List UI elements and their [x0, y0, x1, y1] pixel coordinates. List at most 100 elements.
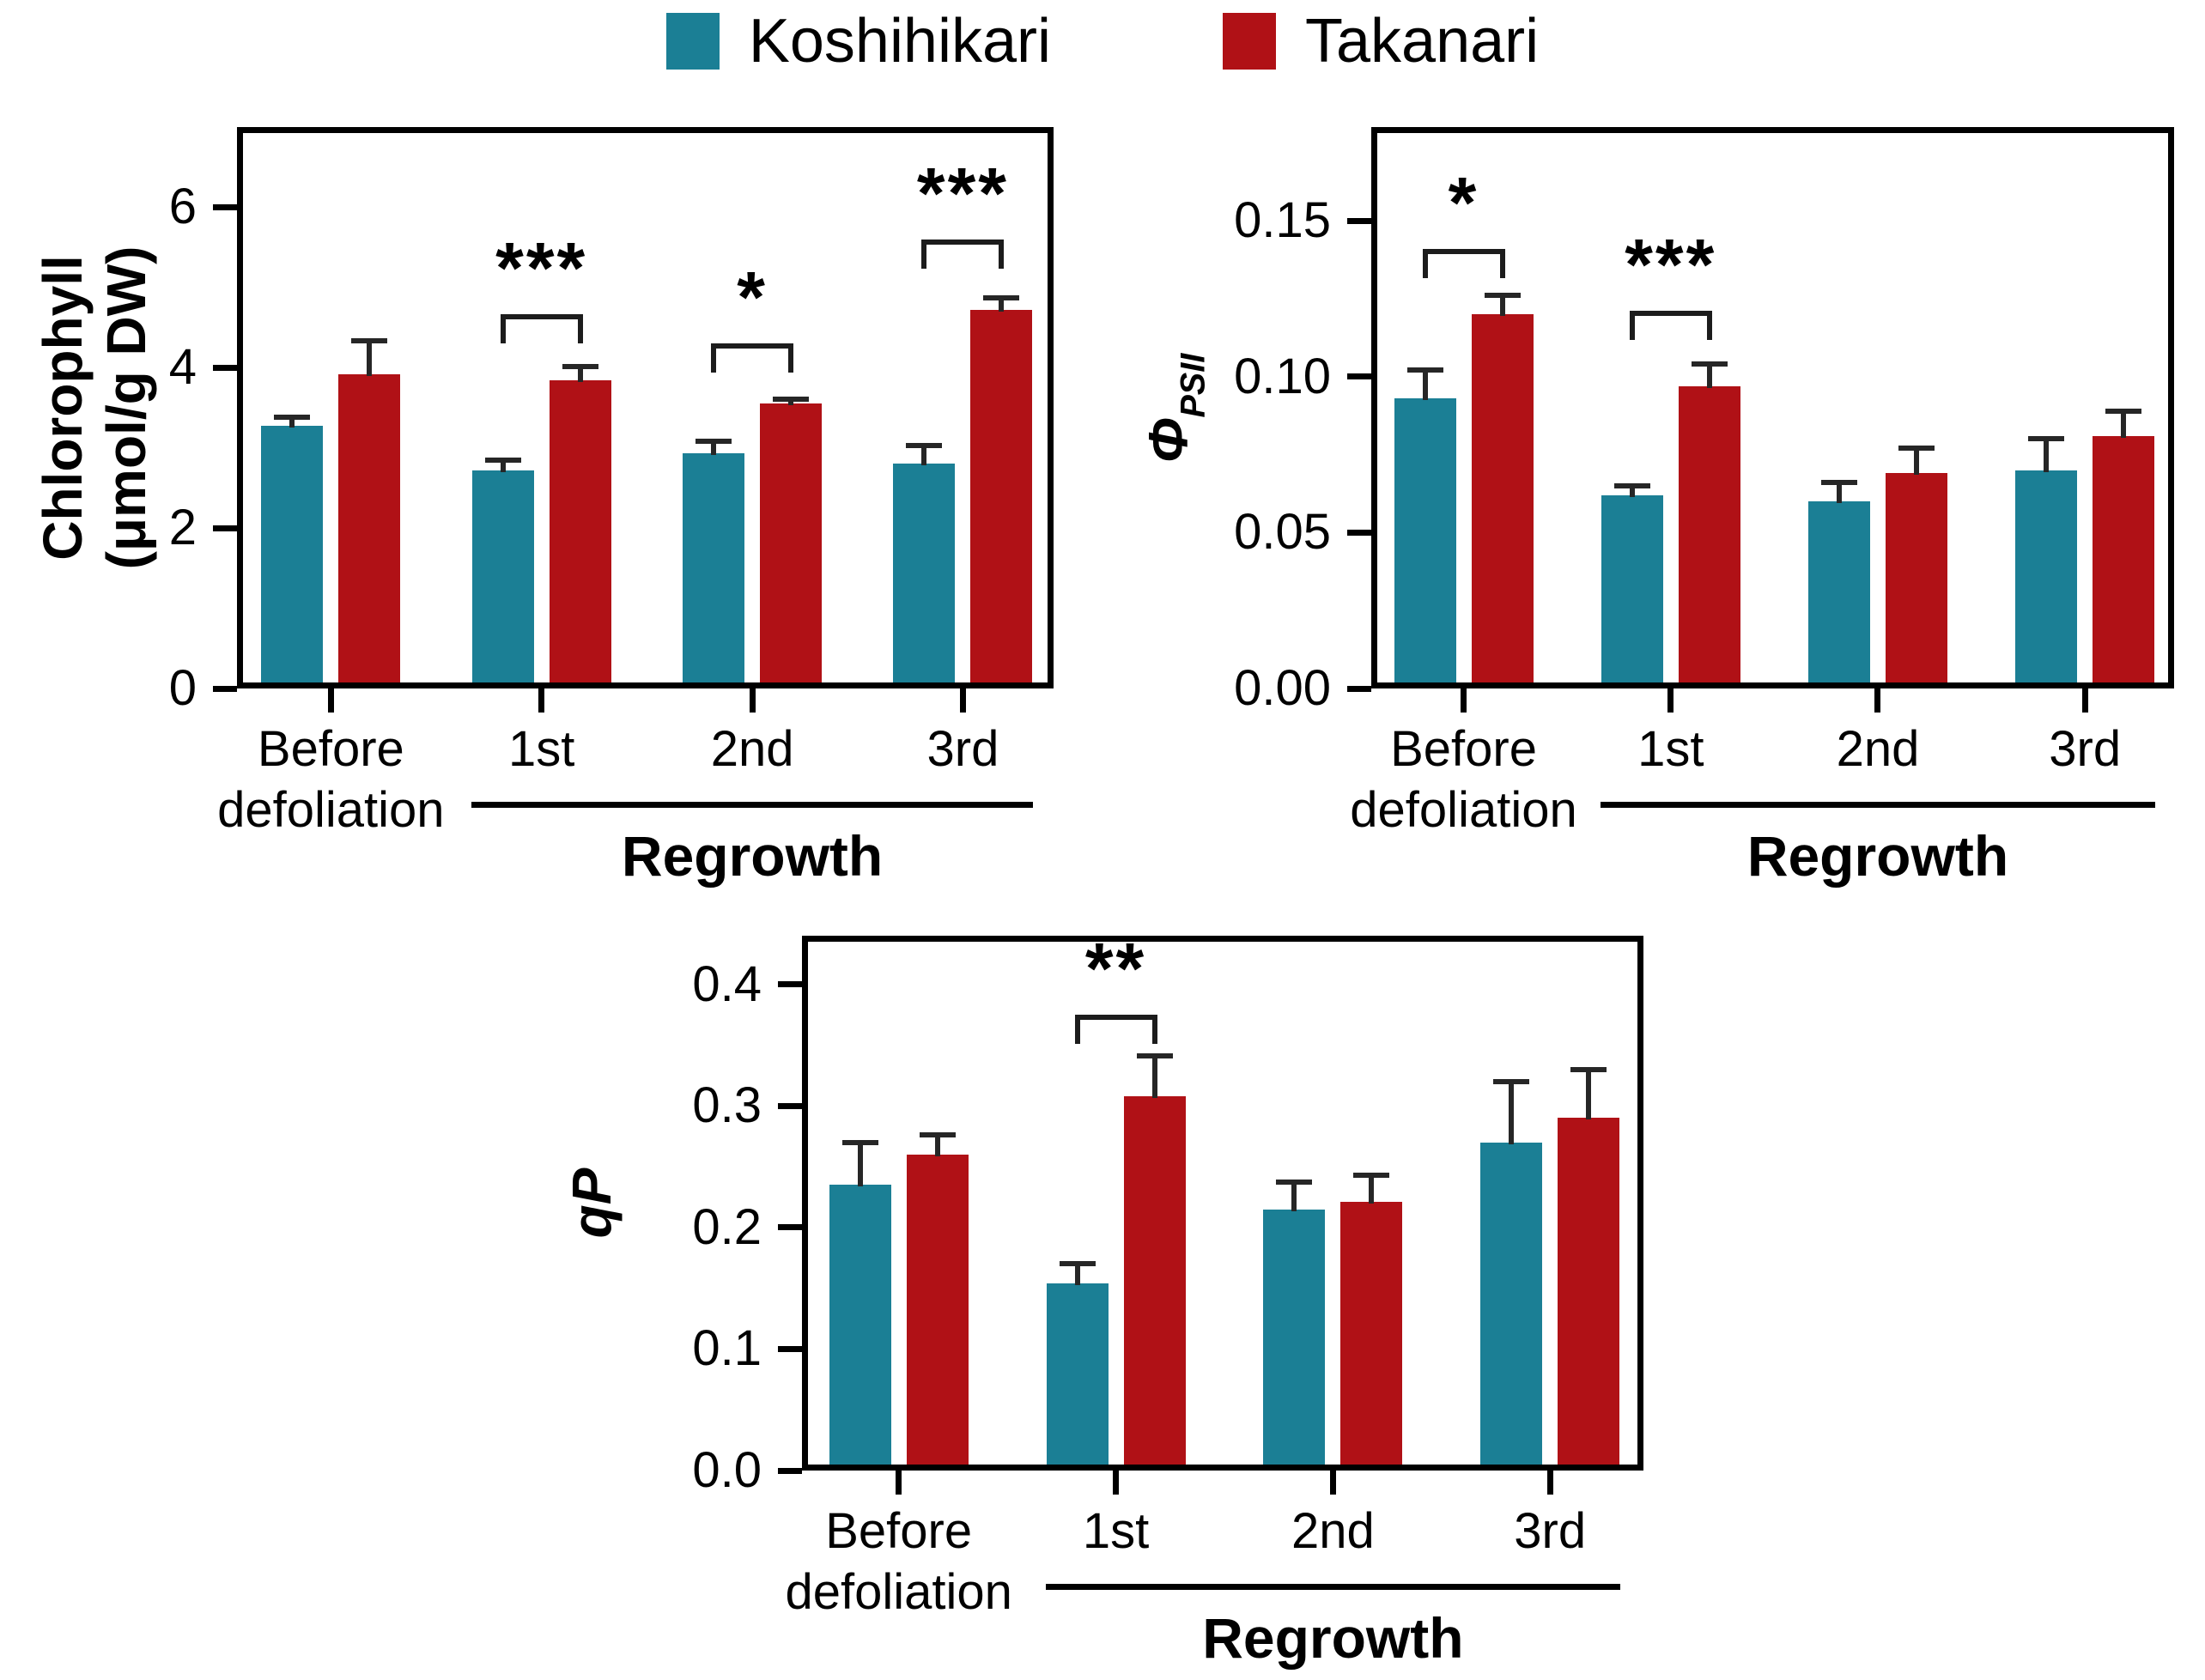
y-tick-label: 0.2	[692, 1198, 762, 1255]
x-category-label-before-defoliation: Before defoliation	[142, 719, 519, 841]
error-bar-whisker	[1586, 1069, 1592, 1120]
y-tick-mark	[1347, 217, 1371, 224]
x-category-label-1st: 1st	[1482, 719, 1860, 780]
bar-koshihikari-2	[1263, 1209, 1326, 1465]
error-bar-whisker	[1074, 1264, 1080, 1285]
error-bar-cap	[1570, 1066, 1607, 1072]
bar-koshihikari-1	[471, 470, 534, 682]
y-tick-mark	[778, 1102, 802, 1109]
error-bar-whisker	[1706, 364, 1712, 388]
y-tick-label: 4	[168, 339, 197, 396]
x-category-label-line: Before	[1390, 721, 1537, 777]
x-category-label-2nd: 2nd	[1144, 1501, 1522, 1562]
regrowth-label: Regrowth	[621, 824, 884, 888]
y-tick-label: 0.15	[1234, 192, 1331, 248]
y-tick-mark	[1347, 529, 1371, 536]
y-axis-title-line: qP	[560, 1168, 623, 1239]
error-bar-whisker	[1913, 448, 1919, 476]
y-tick-label: 0.4	[692, 955, 762, 1012]
significance-asterisks: ***	[916, 152, 1009, 234]
bar-takanari-1	[1678, 385, 1740, 682]
x-category-label-line: 1st	[1637, 721, 1704, 777]
regrowth-label: Regrowth	[1202, 1606, 1464, 1670]
bar-koshihikari-0	[261, 425, 324, 682]
bar-koshihikari-2	[1807, 501, 1870, 682]
x-category-label-before-defoliation: Before defoliation	[1275, 719, 1653, 841]
y-tick-mark	[778, 981, 802, 988]
koshihikari-color-swatch	[665, 13, 720, 70]
y-tick-mark	[778, 1467, 802, 1474]
error-bar-cap	[983, 295, 1020, 300]
error-bar-whisker	[1291, 1182, 1297, 1211]
bar-koshihikari-0	[829, 1185, 891, 1465]
error-bar-cap	[906, 442, 943, 448]
x-category-label-line: 2nd	[710, 721, 794, 777]
y-axis-title-chlorophyll: Chlorophyll (μmol/g DW)	[32, 127, 161, 688]
error-bar-cap	[562, 364, 598, 370]
y-tick-mark	[213, 203, 237, 210]
error-bar-whisker	[857, 1142, 863, 1187]
regrowth-label: Regrowth	[1746, 824, 2009, 888]
error-bar-whisker	[367, 340, 373, 376]
x-category-label-line: Before	[825, 1503, 973, 1559]
x-category-label-1st: 1st	[353, 719, 731, 780]
error-bar-whisker	[788, 398, 794, 406]
error-bar-cap	[1484, 293, 1521, 299]
x-category-label-3rd: 3rd	[1361, 1501, 1739, 1562]
error-bar-cap	[1613, 482, 1650, 488]
y-axis-title-qp: qP	[561, 936, 642, 1471]
takanari-color-swatch	[1223, 13, 1276, 70]
bar-koshihikari-3	[1480, 1142, 1543, 1465]
y-tick-mark	[1347, 373, 1371, 380]
error-bar-whisker	[1629, 485, 1635, 497]
x-category-label-line: defoliation	[1350, 781, 1577, 838]
error-bar-whisker	[999, 298, 1005, 312]
significance-asterisks: ***	[1625, 224, 1717, 306]
bar-takanari-0	[1471, 314, 1534, 682]
error-bar-cap	[841, 1139, 878, 1145]
y-tick-label: 6	[168, 179, 197, 235]
error-bar-cap	[351, 337, 388, 343]
bar-takanari-2	[1340, 1202, 1403, 1465]
koshihikari-legend-label: Koshihikari	[748, 7, 1051, 76]
significance-asterisks: ***	[495, 227, 588, 308]
error-bar-cap	[1493, 1078, 1530, 1084]
error-bar-cap	[1406, 367, 1443, 373]
y-tick-label: 0.10	[1234, 348, 1331, 404]
x-tick-mark	[1113, 1471, 1120, 1495]
bar-takanari-3	[2093, 435, 2155, 682]
plot-frame-qp	[802, 936, 1643, 1471]
x-tick-mark	[327, 688, 334, 713]
bar-koshihikari-3	[893, 464, 956, 682]
y-tick-mark	[213, 364, 237, 371]
bar-takanari-3	[970, 310, 1033, 682]
error-bar-cap	[2028, 436, 2065, 442]
x-category-label-line: Before	[257, 721, 404, 777]
error-bar-cap	[274, 415, 311, 421]
regrowth-underline	[1600, 802, 2156, 808]
error-bar-whisker	[2044, 439, 2050, 472]
y-tick-mark	[778, 1224, 802, 1231]
bar-koshihikari-2	[683, 453, 745, 682]
error-bar-whisker	[500, 459, 506, 472]
bar-takanari-0	[338, 373, 401, 682]
error-bar-cap	[1276, 1180, 1313, 1186]
significance-asterisks: *	[737, 257, 768, 338]
error-bar-cap	[484, 457, 521, 463]
bar-takanari-2	[760, 403, 823, 682]
y-tick-label: 2	[168, 500, 197, 556]
x-category-label-line: defoliation	[217, 781, 445, 838]
significance-asterisks: **	[1084, 928, 1147, 1010]
error-bar-cap	[696, 439, 732, 445]
error-bar-whisker	[1151, 1056, 1157, 1098]
plot-frame-chlorophyll	[237, 127, 1054, 688]
bar-koshihikari-1	[1601, 494, 1663, 682]
plot-frame-phi-psii	[1371, 127, 2174, 688]
x-category-label-line: 1st	[1082, 1503, 1150, 1559]
bar-koshihikari-0	[1394, 398, 1456, 682]
error-bar-whisker	[934, 1135, 940, 1156]
significance-bracket	[1629, 311, 1712, 341]
significance-bracket	[1422, 248, 1505, 278]
error-bar-whisker	[1369, 1174, 1375, 1204]
